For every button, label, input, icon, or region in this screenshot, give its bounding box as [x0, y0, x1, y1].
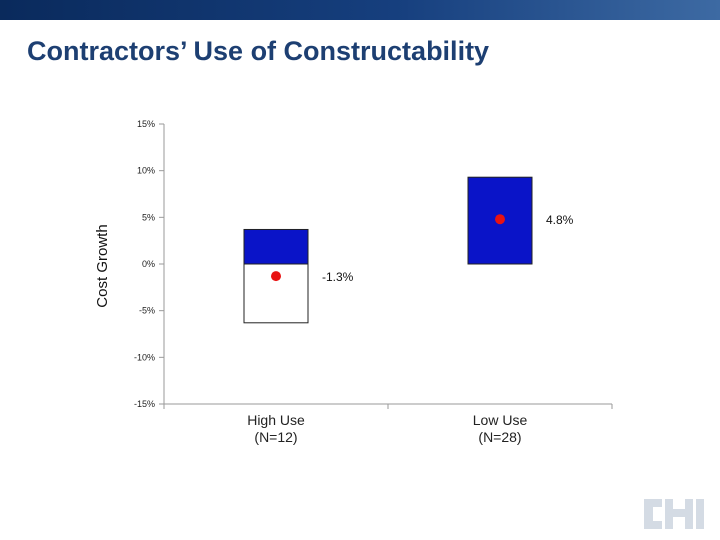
y-tick-label: -15%: [134, 399, 155, 409]
slide-title: Contractors’ Use of Constructability: [27, 36, 490, 66]
top-banner: [0, 0, 720, 20]
y-tick-label: 0%: [142, 259, 155, 269]
y-tick-label: -10%: [134, 352, 155, 362]
y-tick-label: 5%: [142, 212, 155, 222]
mean-marker: [495, 214, 505, 225]
y-axis-title: Cost Growth: [94, 224, 111, 307]
y-tick-label: -5%: [139, 306, 155, 316]
mean-label: 4.8%: [546, 213, 574, 227]
mean-marker: [271, 271, 281, 282]
cii-logo: [644, 499, 704, 529]
box-upper: [243, 228, 309, 265]
mean-label: -1.3%: [322, 270, 354, 284]
y-tick-label: 10%: [137, 166, 155, 176]
category-label: High Use: [247, 412, 305, 428]
cii-logo-mark: [644, 499, 704, 529]
category-label: (N=28): [478, 429, 521, 445]
category-label: Low Use: [473, 412, 528, 428]
y-tick-label: 15%: [137, 119, 155, 129]
category-label: (N=12): [254, 429, 297, 445]
